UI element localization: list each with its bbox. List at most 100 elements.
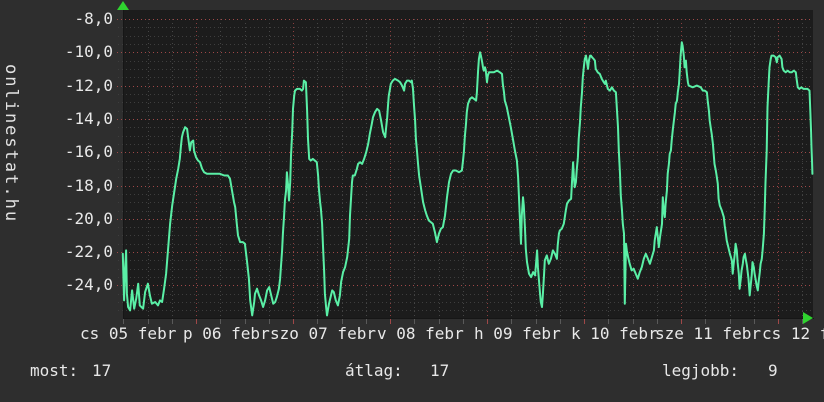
x-axis-minor-tick xyxy=(632,319,634,324)
x-axis-major-tick xyxy=(778,319,779,324)
y-axis-tick-label: -12,0 xyxy=(64,76,113,95)
major-v-gridline xyxy=(778,19,779,318)
minor-h-gridline xyxy=(118,193,813,195)
watermark-onlinestat: onlinestat.hu xyxy=(1,64,21,224)
x-axis-tick-label: k 10 febr xyxy=(571,324,658,343)
minor-v-gridline xyxy=(511,19,513,318)
minor-h-gridline xyxy=(118,93,813,95)
x-axis-minor-tick xyxy=(705,319,707,324)
minor-v-gridline xyxy=(462,19,464,318)
minor-h-gridline xyxy=(118,202,813,204)
minor-v-gridline xyxy=(753,19,755,318)
minor-h-gridline xyxy=(118,210,813,212)
minor-h-gridline xyxy=(118,160,813,162)
stat-legjobb-label: legjobb: xyxy=(662,361,740,380)
x-axis-arrow-icon xyxy=(803,312,813,324)
x-axis-minor-tick xyxy=(365,319,367,324)
minor-h-gridline xyxy=(118,44,813,45)
x-axis-minor-tick xyxy=(511,319,513,324)
major-h-gridline xyxy=(117,152,813,154)
minor-h-gridline xyxy=(118,77,813,79)
major-v-gridline xyxy=(196,19,197,318)
minor-h-gridline xyxy=(118,68,813,70)
stat-atlag-label: átlag: xyxy=(345,361,403,380)
x-axis-tick-label: sze 11 febr xyxy=(655,324,761,343)
stat-most-label: most: xyxy=(30,361,79,380)
minor-h-gridline xyxy=(118,135,813,137)
minor-h-gridline xyxy=(118,127,813,129)
x-axis-tick-label: p 06 febr xyxy=(183,324,270,343)
y-axis-line xyxy=(123,10,124,319)
minor-v-gridline xyxy=(705,19,707,318)
minor-v-gridline xyxy=(802,19,804,318)
y-axis-arrow-icon xyxy=(117,1,129,10)
x-axis-minor-tick xyxy=(414,319,416,324)
x-axis-major-tick xyxy=(196,319,197,324)
y-axis-tick-label: -10,0 xyxy=(64,42,113,61)
minor-h-gridline xyxy=(118,60,813,62)
x-axis-minor-tick xyxy=(268,319,270,324)
x-axis-minor-tick xyxy=(171,319,173,324)
minor-v-gridline xyxy=(729,19,731,318)
x-axis-tick-label: h 09 febr xyxy=(474,324,561,343)
major-v-gridline xyxy=(390,19,391,318)
y-axis-tick-label: -22,0 xyxy=(64,242,113,261)
minor-v-gridline xyxy=(535,19,537,318)
major-v-gridline xyxy=(681,19,682,318)
x-axis-minor-tick xyxy=(341,319,343,324)
x-axis-minor-tick xyxy=(559,319,561,324)
minor-v-gridline xyxy=(608,19,610,318)
minor-h-gridline xyxy=(118,260,813,262)
y-axis-tick-label: -14,0 xyxy=(64,109,113,128)
stat-atlag-value: 17 xyxy=(430,361,450,380)
x-axis-minor-tick xyxy=(462,319,464,324)
minor-v-gridline xyxy=(656,19,658,318)
minor-h-gridline xyxy=(118,168,813,170)
stat-legjobb-value: 9 xyxy=(768,361,778,380)
major-v-gridline xyxy=(584,19,585,318)
major-h-gridline xyxy=(117,52,813,54)
minor-v-gridline xyxy=(365,19,367,318)
minor-v-gridline xyxy=(268,19,270,318)
major-v-gridline xyxy=(293,19,294,318)
minor-v-gridline xyxy=(171,19,173,318)
major-h-gridline xyxy=(117,185,813,187)
x-axis-tick-label: cs 05 febr xyxy=(80,324,177,343)
minor-v-gridline xyxy=(414,19,416,318)
minor-h-gridline xyxy=(118,227,813,229)
x-axis-minor-tick xyxy=(802,319,804,324)
x-axis-minor-tick xyxy=(608,319,610,324)
major-h-gridline xyxy=(117,85,813,87)
stat-most-value: 17 xyxy=(92,361,112,380)
minor-v-gridline xyxy=(438,19,440,318)
y-axis-tick-label: -20,0 xyxy=(64,209,113,228)
x-axis-minor-tick xyxy=(656,319,658,324)
x-axis-minor-tick xyxy=(147,319,149,324)
major-h-gridline xyxy=(117,218,813,220)
major-h-gridline xyxy=(117,118,813,120)
x-axis-major-tick xyxy=(487,319,488,324)
minor-h-gridline xyxy=(118,277,813,279)
major-h-gridline xyxy=(117,285,813,287)
x-axis-minor-tick xyxy=(244,319,246,324)
chart-plot-area xyxy=(123,10,813,318)
x-axis-minor-tick xyxy=(535,319,537,324)
major-h-gridline xyxy=(117,252,813,254)
x-axis-major-tick xyxy=(390,319,391,324)
minor-v-gridline xyxy=(559,19,561,318)
x-axis-minor-tick xyxy=(729,319,731,324)
minor-h-gridline xyxy=(118,243,813,245)
minor-h-gridline xyxy=(118,35,813,37)
x-axis-major-tick xyxy=(584,319,585,324)
minor-h-gridline xyxy=(118,310,813,312)
minor-v-gridline xyxy=(220,19,222,318)
minor-v-gridline xyxy=(341,19,343,318)
x-axis-minor-tick xyxy=(123,319,125,324)
major-v-gridline xyxy=(487,19,488,318)
minor-h-gridline xyxy=(118,302,813,303)
x-axis-major-tick xyxy=(681,319,682,324)
x-axis-line xyxy=(123,318,814,319)
major-h-gridline xyxy=(117,19,813,20)
minor-h-gridline xyxy=(118,102,813,104)
